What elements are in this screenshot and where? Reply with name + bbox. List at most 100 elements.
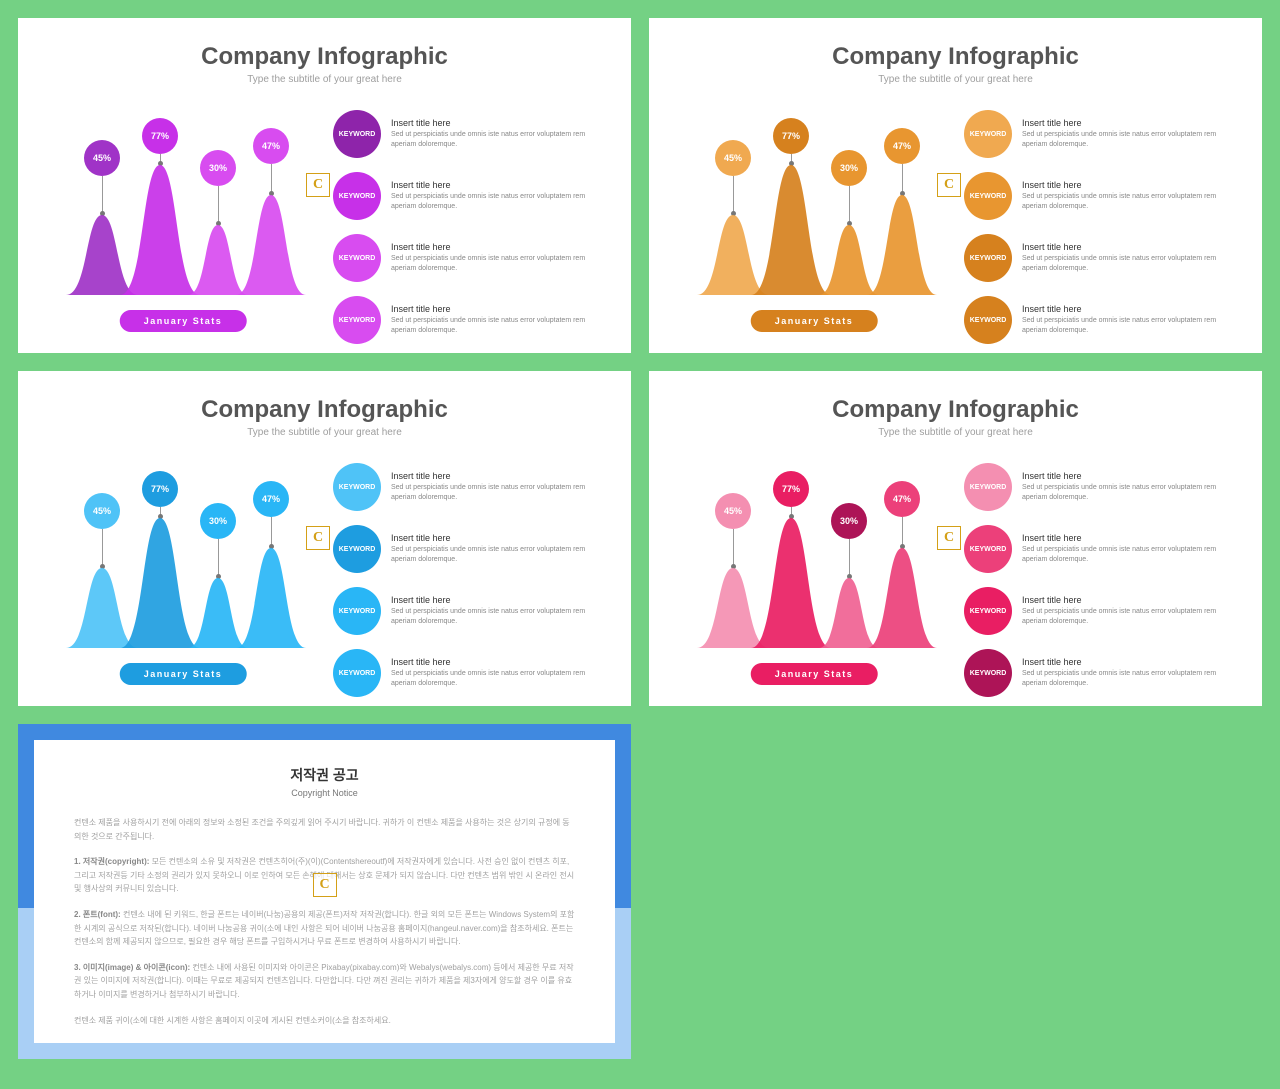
keyword-title: Insert title here — [391, 118, 601, 128]
keyword-circle: KEYWORD — [964, 587, 1012, 635]
percent-balloon: 77% — [773, 471, 809, 507]
slide-title: Company Infographic — [48, 396, 601, 424]
keyword-body: Sed ut perspiciatis unde omnis iste natu… — [1022, 669, 1232, 689]
keyword-circle: KEYWORD — [333, 525, 381, 573]
keyword-title: Insert title here — [1022, 242, 1232, 252]
hill-chart — [679, 150, 949, 295]
slide-subtitle: Type the subtitle of your great here — [48, 74, 601, 85]
keyword-body: Sed ut perspiciatis unde omnis iste natu… — [1022, 130, 1232, 150]
keyword-circle: KEYWORD — [333, 172, 381, 220]
keyword-text: Insert title here Sed ut perspiciatis un… — [1022, 657, 1232, 689]
watermark-icon: C — [937, 173, 961, 197]
hill-3 — [867, 195, 937, 295]
keyword-text: Insert title here Sed ut perspiciatis un… — [391, 242, 601, 274]
keyword-row: KEYWORD Insert title here Sed ut perspic… — [964, 649, 1232, 697]
keyword-title: Insert title here — [391, 533, 601, 543]
hill-3 — [236, 195, 306, 295]
keyword-body: Sed ut perspiciatis unde omnis iste natu… — [391, 316, 601, 336]
copyright-para-5: 컨텐소 제품 귀이(소에 대한 시계한 사항은 홈페이지 이곳에 게시된 컨텐소… — [74, 1014, 575, 1028]
keyword-row: KEYWORD Insert title here Sed ut perspic… — [333, 649, 601, 697]
slide-grid: Company Infographic Type the subtitle of … — [18, 18, 1262, 1059]
percent-balloon: 77% — [142, 471, 178, 507]
keyword-title: Insert title here — [391, 180, 601, 190]
keyword-circle: KEYWORD — [964, 172, 1012, 220]
keyword-row: KEYWORD Insert title here Sed ut perspic… — [964, 296, 1232, 344]
keyword-title: Insert title here — [1022, 118, 1232, 128]
keyword-title: Insert title here — [1022, 304, 1232, 314]
slide-pink: Company Infographic Type the subtitle of … — [649, 371, 1262, 706]
keyword-text: Insert title here Sed ut perspiciatis un… — [1022, 595, 1232, 627]
keyword-body: Sed ut perspiciatis unde omnis iste natu… — [1022, 192, 1232, 212]
keyword-title: Insert title here — [1022, 180, 1232, 190]
stats-pill: January Stats — [120, 310, 247, 332]
keyword-list: KEYWORD Insert title here Sed ut perspic… — [333, 463, 601, 697]
keyword-text: Insert title here Sed ut perspiciatis un… — [391, 471, 601, 503]
keyword-title: Insert title here — [1022, 533, 1232, 543]
stats-pill: January Stats — [120, 663, 247, 685]
hill-3 — [867, 548, 937, 648]
keyword-row: KEYWORD Insert title here Sed ut perspic… — [333, 463, 601, 511]
slide-purple: Company Infographic Type the subtitle of … — [18, 18, 631, 353]
keyword-text: Insert title here Sed ut perspiciatis un… — [1022, 304, 1232, 336]
watermark-icon: C — [937, 526, 961, 550]
keyword-text: Insert title here Sed ut perspiciatis un… — [391, 304, 601, 336]
keyword-row: KEYWORD Insert title here Sed ut perspic… — [964, 234, 1232, 282]
copyright-para-3: 2. 폰트(font): 컨텐소 내에 된 키워드, 한글 폰트는 네이버(나눔… — [74, 908, 575, 949]
keyword-circle: KEYWORD — [964, 525, 1012, 573]
stats-pill: January Stats — [751, 663, 878, 685]
keyword-text: Insert title here Sed ut perspiciatis un… — [391, 180, 601, 212]
keyword-title: Insert title here — [1022, 657, 1232, 667]
keyword-title: Insert title here — [391, 595, 601, 605]
slide-copyright: 저작권 공고 Copyright Notice 컨텐소 제품을 사용하시기 전에… — [18, 724, 631, 1059]
chart-area: 45%77%30%47%January Stats — [679, 463, 949, 683]
percent-balloon: 77% — [773, 118, 809, 154]
keyword-text: Insert title here Sed ut perspiciatis un… — [1022, 533, 1232, 565]
slide-subtitle: Type the subtitle of your great here — [48, 427, 601, 438]
copyright-label-2: 1. 저작권(copyright): — [74, 857, 149, 866]
keyword-row: KEYWORD Insert title here Sed ut perspic… — [964, 463, 1232, 511]
keyword-body: Sed ut perspiciatis unde omnis iste natu… — [391, 130, 601, 150]
keyword-circle: KEYWORD — [964, 649, 1012, 697]
copyright-para-4: 3. 이미지(image) & 아이콘(icon): 컨텐소 내에 사용된 이미… — [74, 961, 575, 1002]
keyword-body: Sed ut perspiciatis unde omnis iste natu… — [1022, 316, 1232, 336]
keyword-text: Insert title here Sed ut perspiciatis un… — [391, 657, 601, 689]
watermark-icon: C — [306, 173, 330, 197]
copyright-label-3: 2. 폰트(font): — [74, 910, 121, 919]
keyword-row: KEYWORD Insert title here Sed ut perspic… — [333, 525, 601, 573]
keyword-title: Insert title here — [1022, 471, 1232, 481]
copyright-subtitle: Copyright Notice — [74, 788, 575, 798]
copyright-title: 저작권 공고 — [74, 765, 575, 785]
keyword-body: Sed ut perspiciatis unde omnis iste natu… — [1022, 483, 1232, 503]
slide-content: 45%77%30%47%January Stats KEYWORD Insert… — [48, 110, 601, 344]
slide-content: 45%77%30%47%January Stats KEYWORD Insert… — [48, 463, 601, 697]
keyword-circle: KEYWORD — [964, 296, 1012, 344]
keyword-title: Insert title here — [1022, 595, 1232, 605]
keyword-text: Insert title here Sed ut perspiciatis un… — [1022, 242, 1232, 274]
keyword-body: Sed ut perspiciatis unde omnis iste natu… — [1022, 607, 1232, 627]
keyword-text: Insert title here Sed ut perspiciatis un… — [391, 595, 601, 627]
keyword-body: Sed ut perspiciatis unde omnis iste natu… — [391, 545, 601, 565]
slide-content: 45%77%30%47%January Stats KEYWORD Insert… — [679, 110, 1232, 344]
hill-3 — [236, 548, 306, 648]
watermark-icon: C — [306, 526, 330, 550]
keyword-circle: KEYWORD — [964, 463, 1012, 511]
keyword-body: Sed ut perspiciatis unde omnis iste natu… — [1022, 545, 1232, 565]
keyword-title: Insert title here — [391, 242, 601, 252]
keyword-row: KEYWORD Insert title here Sed ut perspic… — [964, 587, 1232, 635]
keyword-text: Insert title here Sed ut perspiciatis un… — [391, 118, 601, 150]
copyright-panel: 저작권 공고 Copyright Notice 컨텐소 제품을 사용하시기 전에… — [34, 740, 615, 1043]
keyword-circle: KEYWORD — [333, 587, 381, 635]
keyword-circle: KEYWORD — [333, 234, 381, 282]
slide-title: Company Infographic — [48, 43, 601, 71]
slide-empty — [649, 724, 1262, 1059]
copyright-label-4: 3. 이미지(image) & 아이콘(icon): — [74, 963, 190, 972]
keyword-body: Sed ut perspiciatis unde omnis iste natu… — [391, 254, 601, 274]
slide-title: Company Infographic — [679, 43, 1232, 71]
keyword-text: Insert title here Sed ut perspiciatis un… — [1022, 118, 1232, 150]
hill-chart — [48, 150, 318, 295]
slide-subtitle: Type the subtitle of your great here — [679, 74, 1232, 85]
slide-subtitle: Type the subtitle of your great here — [679, 427, 1232, 438]
keyword-circle: KEYWORD — [964, 234, 1012, 282]
slide-content: 45%77%30%47%January Stats KEYWORD Insert… — [679, 463, 1232, 697]
slide-title: Company Infographic — [679, 396, 1232, 424]
